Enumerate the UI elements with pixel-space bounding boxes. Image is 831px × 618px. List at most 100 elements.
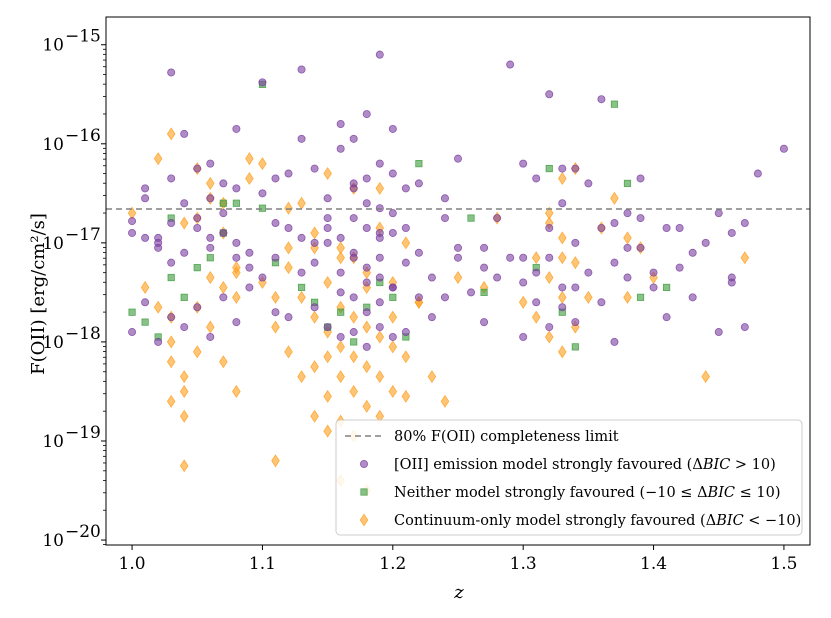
data-point-circle [388,169,397,178]
data-point-circle [597,298,606,307]
axis-tick-labels: 1.0 1.1 1.2 1.3 1.4 1.510−1510−1610−1710−1810… [42,27,797,574]
data-point-circle [349,214,358,223]
data-point-circle [636,243,645,252]
data-point-diamond [245,171,254,186]
data-point-circle [362,278,371,287]
y-tick-label: 10 [42,135,64,155]
data-point-circle [727,228,736,237]
data-point-circle [453,154,462,163]
y-tick-exponent: −19 [65,423,101,443]
data-point-diamond [740,251,750,265]
data-point-diamond [297,370,306,384]
data-point-diamond [310,310,319,324]
legend-limit-label: 80% F(OII) completeness limit [394,429,619,445]
data-point-diamond [284,241,293,255]
data-point-circle [545,224,554,233]
data-point-square [571,343,579,351]
data-point-circle [506,253,515,262]
data-point-diamond [323,424,332,438]
data-point-square [193,264,201,272]
axis-ticks [101,44,785,550]
data-point-circle [427,313,436,322]
data-point-circle [154,337,163,346]
data-point-circle [584,268,593,277]
data-point-diamond [531,251,541,265]
data-point-diamond [232,384,241,398]
data-point-circle [284,169,293,178]
data-point-circle [258,189,267,198]
data-point-diamond [219,280,228,294]
legend-label: [OII] emission model strongly favoured (… [394,457,776,473]
data-point-circle [375,159,384,168]
data-point-circle [610,337,619,346]
data-point-circle [362,308,371,317]
data-point-circle [245,283,254,292]
data-point-diamond [323,166,332,181]
data-point-circle [740,323,749,332]
data-point-circle [232,184,241,193]
y-tick-label: 10 [42,531,64,551]
data-point-circle [375,273,384,282]
data-point-circle [714,328,723,337]
data-point-circle [558,164,567,173]
data-point-circle [167,68,176,77]
data-point-diamond [349,384,358,398]
data-point-circle [141,184,150,193]
data-point-circle [571,164,580,173]
data-point-circle [753,169,762,178]
data-point-circle [310,238,319,247]
data-point-diamond [219,355,228,369]
data-point-circle [349,134,358,143]
legend-swatch-square [360,488,368,496]
data-point-diamond [349,310,358,324]
data-point-circle [180,199,189,208]
x-tick-label: 1.1 [249,554,276,574]
data-point-square [415,160,423,168]
data-point-circle [688,248,697,257]
data-point-circle [610,219,619,228]
data-point-circle [480,318,489,327]
y-tick-exponent: −18 [65,324,101,344]
legend-swatch-circle [359,459,368,468]
data-point-circle [167,313,176,322]
data-point-circle [128,217,137,226]
data-point-diamond [284,345,293,359]
data-point-circle [388,332,397,341]
points-layer [127,50,788,498]
data-point-circle [623,273,632,282]
y-tick-label: 10 [42,333,64,353]
data-point-circle [597,224,606,233]
data-point-square [467,214,475,222]
data-point-circle [414,179,423,188]
data-point-diamond [336,340,345,354]
data-point-circle [414,293,423,302]
data-point-circle [714,209,723,218]
data-point-circle [141,194,150,203]
data-point-circle [362,199,371,208]
data-point-circle [467,288,476,297]
data-point-circle [388,209,397,218]
data-point-circle [128,328,137,337]
data-point-circle [206,159,215,168]
data-point-circle [193,303,202,312]
data-point-circle [349,328,358,337]
data-point-circle [180,248,189,257]
data-point-diamond [206,271,215,285]
x-tick-label: 1.3 [510,554,537,574]
data-point-square [350,338,358,346]
data-point-circle [219,228,228,237]
data-point-diamond [531,310,541,324]
legend-swatch-diamond [359,513,369,527]
data-point-circle [388,124,397,133]
data-point-circle [284,224,293,233]
data-point-circle [284,313,293,322]
data-point-diamond [544,206,554,220]
data-point-circle [219,209,228,218]
data-point-circle [532,298,541,307]
data-point-diamond [401,350,411,364]
data-point-circle [362,224,371,233]
data-point-circle [636,214,645,223]
data-point-diamond [297,290,306,304]
data-point-circle [649,283,658,292]
